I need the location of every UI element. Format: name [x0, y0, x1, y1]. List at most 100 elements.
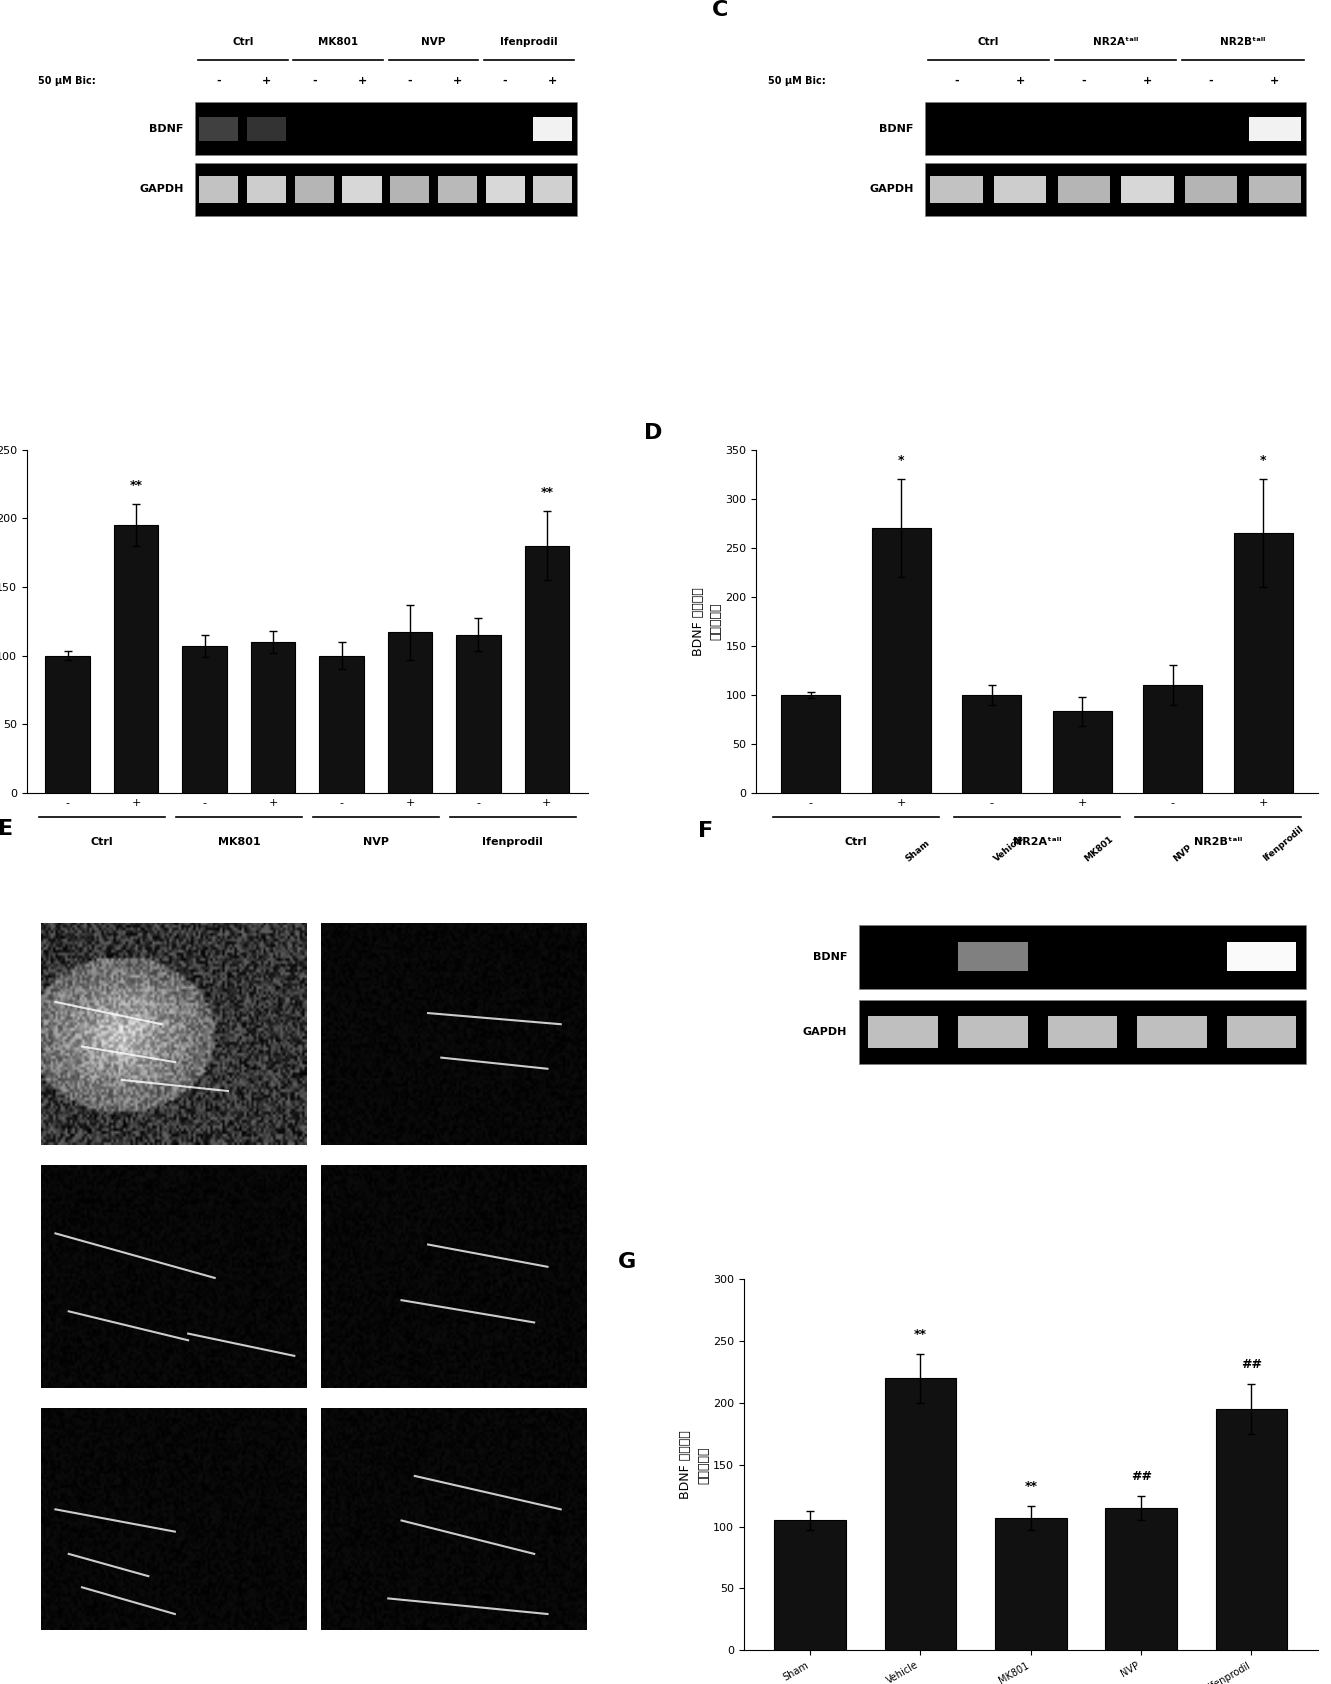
- Text: -: -: [954, 76, 958, 86]
- Text: NR2Aᵗᵃˡˡ: NR2Aᵗᵃˡˡ: [1013, 837, 1061, 847]
- Text: **: **: [914, 1327, 926, 1340]
- Bar: [1185, 177, 1236, 202]
- Bar: [196, 103, 576, 155]
- Bar: [45, 655, 91, 793]
- Bar: [925, 103, 1307, 155]
- Text: 50 μM Bic:: 50 μM Bic:: [37, 76, 96, 86]
- Text: NVP: NVP: [1171, 842, 1194, 864]
- Text: Vehicle: Vehicle: [993, 834, 1028, 864]
- Bar: [486, 177, 524, 202]
- Text: GAPDH: GAPDH: [869, 185, 913, 194]
- Bar: [858, 1000, 1306, 1064]
- Text: -: -: [217, 76, 221, 86]
- Text: E: E: [0, 818, 13, 839]
- Bar: [342, 177, 382, 202]
- Bar: [781, 695, 840, 793]
- Bar: [319, 655, 363, 793]
- Text: **: **: [540, 487, 554, 500]
- Text: Ctrl: Ctrl: [91, 837, 113, 847]
- Text: MK801: MK801: [318, 37, 358, 47]
- Text: MK801: MK801: [1082, 834, 1115, 864]
- Text: Ctrl: Ctrl: [232, 37, 253, 47]
- Text: **: **: [1025, 1480, 1037, 1492]
- Bar: [958, 1015, 1028, 1047]
- Text: NR2Bᵗᵃˡˡ: NR2Bᵗᵃˡˡ: [1221, 37, 1266, 47]
- Bar: [182, 647, 226, 793]
- Text: GAPDH: GAPDH: [803, 1027, 847, 1037]
- Bar: [248, 116, 286, 141]
- Text: 50 μM Bic:: 50 μM Bic:: [768, 76, 825, 86]
- Bar: [534, 177, 572, 202]
- Bar: [1215, 1410, 1287, 1650]
- Bar: [1234, 532, 1292, 793]
- Bar: [869, 1015, 938, 1047]
- Bar: [994, 177, 1046, 202]
- Bar: [1053, 711, 1111, 793]
- Bar: [457, 635, 500, 793]
- Text: *: *: [1260, 455, 1267, 466]
- Bar: [1121, 177, 1174, 202]
- Text: G: G: [618, 1251, 636, 1271]
- Bar: [1047, 1015, 1117, 1047]
- Text: Ctrl: Ctrl: [845, 837, 868, 847]
- Text: -: -: [503, 76, 507, 86]
- Text: Ifenprodil: Ifenprodil: [500, 37, 558, 47]
- Text: *: *: [898, 455, 905, 466]
- Text: BDNF: BDNF: [880, 123, 913, 133]
- Text: GAPDH: GAPDH: [140, 185, 184, 194]
- Text: MK801: MK801: [217, 837, 260, 847]
- Bar: [1105, 1509, 1177, 1650]
- Text: ##: ##: [1130, 1470, 1151, 1482]
- Bar: [1227, 1015, 1296, 1047]
- Bar: [1248, 177, 1300, 202]
- Bar: [438, 177, 476, 202]
- Text: **: **: [129, 480, 142, 492]
- Text: Ifenprodil: Ifenprodil: [482, 837, 543, 847]
- Text: F: F: [697, 822, 713, 840]
- Bar: [390, 177, 430, 202]
- Text: BDNF: BDNF: [813, 951, 847, 962]
- Bar: [858, 925, 1306, 989]
- Text: ##: ##: [1240, 1359, 1262, 1371]
- Text: NVP: NVP: [363, 837, 389, 847]
- Text: +: +: [1143, 76, 1153, 86]
- Text: NVP: NVP: [422, 37, 446, 47]
- Bar: [387, 632, 433, 793]
- Text: -: -: [407, 76, 413, 86]
- Bar: [250, 642, 295, 793]
- Text: Ctrl: Ctrl: [978, 37, 1000, 47]
- Bar: [1227, 941, 1296, 972]
- Text: +: +: [262, 76, 272, 86]
- Text: -: -: [1209, 76, 1214, 86]
- Bar: [294, 177, 334, 202]
- Bar: [196, 163, 576, 216]
- Text: -: -: [1082, 76, 1086, 86]
- Bar: [962, 695, 1021, 793]
- Text: +: +: [1270, 76, 1279, 86]
- Bar: [248, 177, 286, 202]
- Y-axis label: BDNF 表达水平
（对照％）: BDNF 表达水平 （对照％）: [679, 1430, 711, 1499]
- Text: C: C: [712, 0, 728, 20]
- Bar: [885, 1378, 956, 1650]
- Y-axis label: BDNF 表达水平
（对照％）: BDNF 表达水平 （对照％）: [692, 586, 723, 655]
- Bar: [114, 525, 158, 793]
- Bar: [1058, 177, 1110, 202]
- Text: +: +: [453, 76, 462, 86]
- Bar: [1137, 1015, 1207, 1047]
- Bar: [200, 116, 238, 141]
- Bar: [925, 163, 1307, 216]
- Text: +: +: [1016, 76, 1025, 86]
- Bar: [958, 941, 1028, 972]
- Text: NR2Bᵗᵃˡˡ: NR2Bᵗᵃˡˡ: [1194, 837, 1242, 847]
- Bar: [1143, 685, 1202, 793]
- Text: -: -: [311, 76, 317, 86]
- Bar: [930, 177, 982, 202]
- Bar: [872, 529, 930, 793]
- Bar: [775, 1521, 847, 1650]
- Bar: [524, 546, 570, 793]
- Text: Sham: Sham: [904, 839, 930, 864]
- Text: +: +: [358, 76, 366, 86]
- Text: NR2Aᵗᵃˡˡ: NR2Aᵗᵃˡˡ: [1093, 37, 1138, 47]
- Text: +: +: [548, 76, 558, 86]
- Text: D: D: [644, 423, 663, 443]
